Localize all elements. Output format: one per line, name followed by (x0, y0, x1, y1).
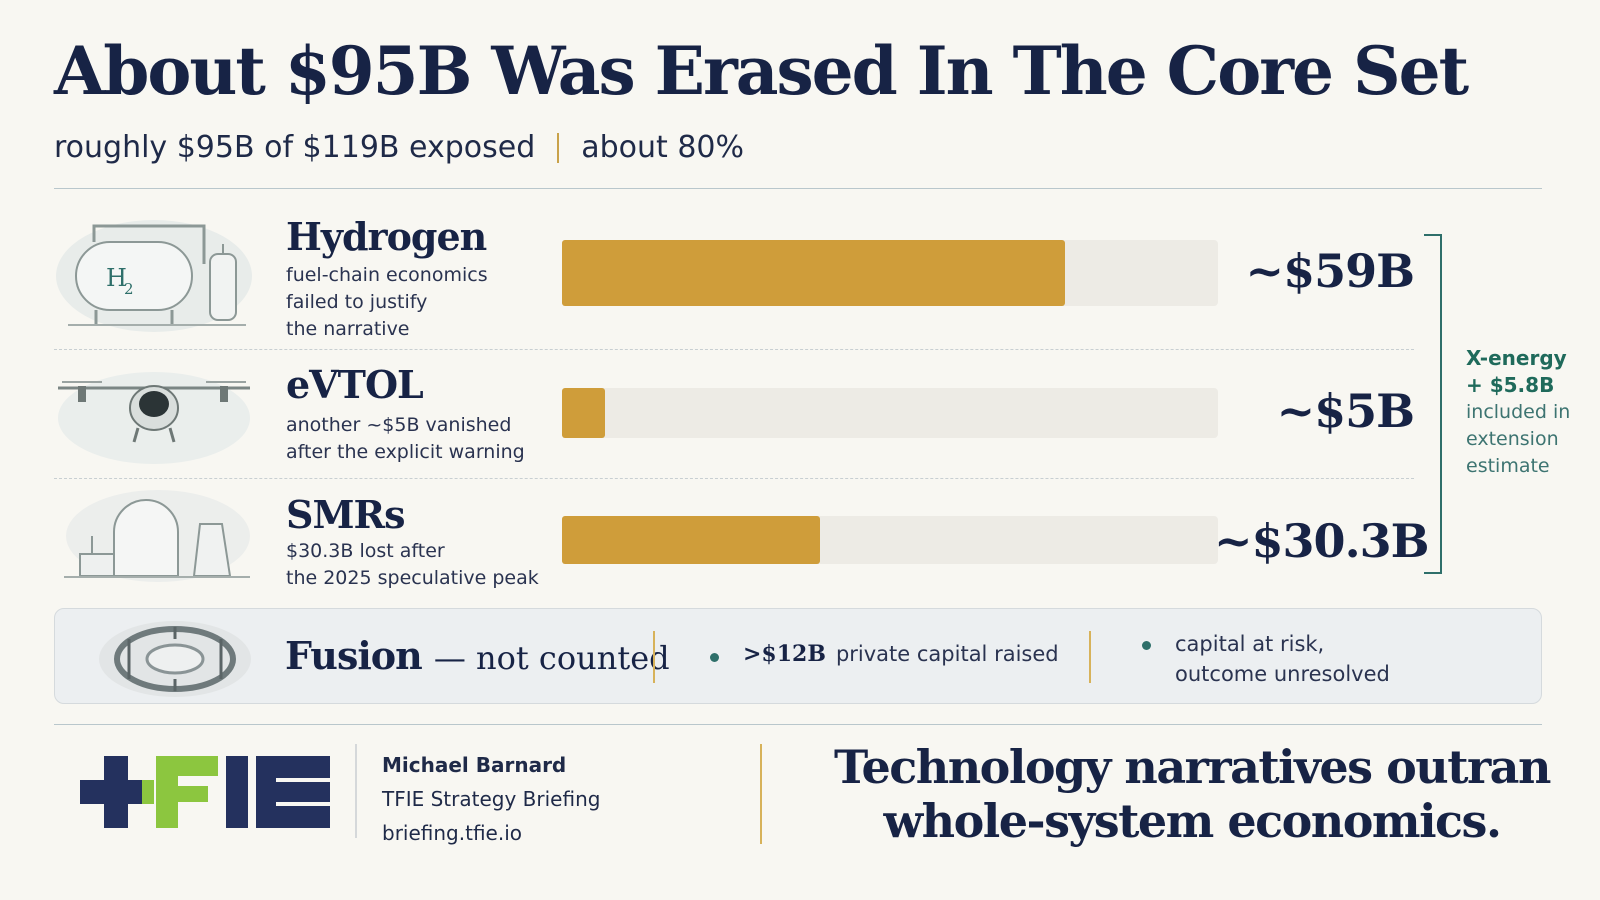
tagline-separator (760, 744, 762, 844)
row-description: another ~$5B vanished after the explicit… (286, 414, 525, 463)
row-hydrogen: H 2 Hydrogen fuel-chain economics failed… (54, 200, 1415, 350)
bar-evtol (562, 388, 605, 438)
tfie-logo (80, 756, 330, 828)
svg-text:2: 2 (124, 280, 134, 298)
page-title: About $95B Was Erased In The Core Set (54, 32, 1469, 110)
bullet-dot (710, 653, 719, 662)
briefing-url[interactable]: briefing.tfie.io (382, 821, 522, 845)
svg-text:H: H (106, 264, 127, 292)
subtitle-separator (557, 132, 560, 163)
author-name: Michael Barnard (382, 753, 567, 777)
value-label: ~$30.3B (1214, 514, 1429, 568)
fusion-separator (653, 631, 655, 683)
row-description: $30.3B lost after the 2025 speculative p… (286, 540, 539, 589)
x-energy-note: X-energy + $5.8B included in extension e… (1466, 346, 1571, 477)
fusion-separator (1089, 631, 1091, 683)
author-block: Michael Barnard TFIE Strategy Briefing b… (382, 748, 600, 850)
top-divider (54, 188, 1542, 189)
bar-smrs (562, 516, 821, 564)
fusion-label: Fusion — not counted (285, 633, 670, 678)
bar-hydrogen (562, 240, 1065, 306)
row-name: eVTOL (286, 362, 424, 407)
value-label: ~$5B (1276, 384, 1415, 438)
row-divider (54, 478, 1414, 479)
value-label: ~$59B (1245, 244, 1415, 298)
author-separator (355, 744, 357, 838)
row-divider (54, 349, 1414, 350)
row-evtol: eVTOL another ~$5B vanished after the ex… (54, 352, 1415, 478)
group-bracket (1424, 234, 1442, 574)
subtitle-percent: about 80% (581, 130, 745, 165)
bar-track (562, 240, 1218, 306)
subtitle-exposure: roughly $95B of $119B exposed (54, 130, 536, 165)
subtitle: roughly $95B of $119B exposed about 80% (54, 130, 744, 165)
hydrogen-tank-icon: H 2 (56, 220, 252, 332)
nuclear-plant-icon (64, 490, 250, 582)
row-description: fuel-chain economics failed to justify t… (286, 264, 488, 340)
evtol-aircraft-icon (58, 372, 250, 464)
bullet-dot (1142, 641, 1151, 650)
fusion-risk-note: capital at risk, outcome unresolved (1175, 632, 1390, 686)
row-name: Hydrogen (286, 214, 487, 259)
briefing-org: TFIE Strategy Briefing (382, 787, 601, 811)
fusion-panel: Fusion — not counted >$12B private capita… (54, 608, 1542, 704)
tagline: Technology narratives outran whole-syste… (834, 740, 1551, 848)
fusion-reactor-icon (99, 621, 251, 697)
row-name: SMRs (286, 492, 405, 537)
bar-track (562, 516, 1218, 564)
footer-divider (54, 724, 1542, 725)
bar-track (562, 388, 1218, 438)
row-smrs: SMRs $30.3B lost after the 2025 speculat… (54, 482, 1429, 602)
fusion-capital-stat: >$12B private capital raised (743, 641, 1059, 667)
